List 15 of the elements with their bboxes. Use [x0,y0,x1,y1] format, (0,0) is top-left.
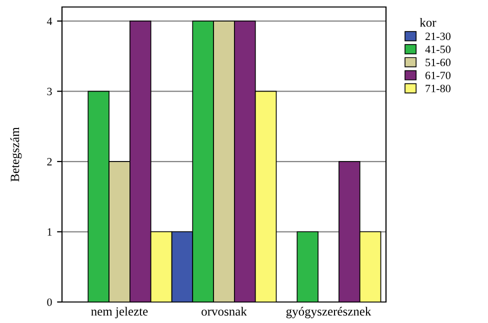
legend-label: 61-70 [425,72,450,80]
y-tick-label: 2 [47,158,52,166]
x-tick-label: orvosnak [202,306,247,316]
legend-label: 51-60 [426,58,450,66]
legend-label: 71-80 [426,84,450,92]
x-tick-label: nem jelezte [91,306,148,318]
legend-label: 41-50 [425,46,450,54]
y-tick-label: 4 [46,18,52,25]
legend-title: kor [420,18,436,27]
y-axis-title: Betegszám [10,127,22,182]
y-tick-label: 0 [47,298,52,306]
y-tick-label: 1 [48,228,52,236]
x-tick-label: gyógyszerésznek [286,306,372,318]
legend-label: 21-30 [425,32,450,40]
y-tick-label: 3 [47,88,52,96]
